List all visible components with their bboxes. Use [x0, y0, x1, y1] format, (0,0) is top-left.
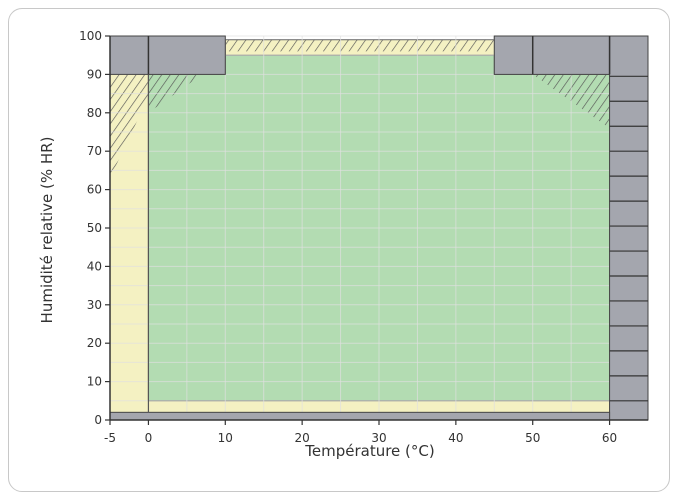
plot-area [105, 35, 649, 425]
x-tick-label: -5 [104, 431, 116, 445]
y-tick-label: 70 [87, 144, 102, 158]
y-tick-label: 0 [94, 413, 102, 427]
x-tick-label: 20 [295, 431, 310, 445]
hatched-zone-0 [110, 74, 149, 179]
x-tick-label: 30 [371, 431, 386, 445]
y-tick-label: 50 [87, 221, 102, 235]
x-tick-label: 50 [525, 431, 540, 445]
y-tick-label: 60 [87, 183, 102, 197]
x-tick-label: 0 [145, 431, 153, 445]
y-axis-title: Humidité relative (% HR) [38, 137, 56, 324]
hatched-zone-2 [225, 39, 495, 52]
excluded-zone-3 [109, 411, 611, 421]
excluded-zone-2 [609, 35, 649, 421]
x-axis-title: Température (°C) [304, 442, 434, 460]
y-tick-label: 20 [87, 336, 102, 350]
y-tick-label: 80 [87, 106, 102, 120]
x-tick-label: 60 [602, 431, 617, 445]
x-tick-label: 10 [218, 431, 233, 445]
y-tick-label: 10 [87, 375, 102, 389]
excluded-zone-0 [109, 35, 226, 75]
y-tick-label: 100 [79, 29, 102, 43]
y-tick-label: 90 [87, 67, 102, 81]
y-tick-label: 40 [87, 259, 102, 273]
x-tick-label: 40 [448, 431, 463, 445]
y-tick-label: 30 [87, 298, 102, 312]
